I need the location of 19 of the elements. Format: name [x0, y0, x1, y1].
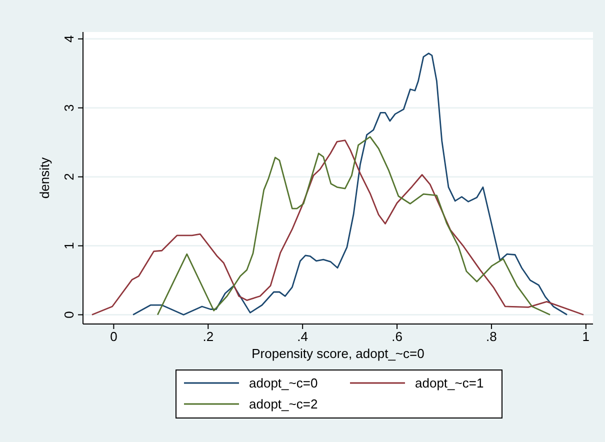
x-tick-label: .8: [486, 329, 497, 344]
x-tick-label: 1: [582, 329, 590, 344]
y-tick-label: 1: [62, 242, 77, 250]
legend-label: adopt_~c=0: [249, 376, 318, 390]
y-tick-label: 3: [62, 104, 77, 112]
legend-label: adopt_~c=2: [249, 396, 318, 412]
legend-label: adopt_~c=1: [415, 376, 484, 390]
y-tick-label: 4: [62, 35, 77, 43]
y-tick-label: 0: [62, 311, 77, 318]
line-series: [132, 52, 568, 316]
y-axis-title: density: [37, 156, 52, 199]
line-series: [156, 136, 551, 316]
x-axis-title: Propensity score, adopt_~c=0: [252, 346, 424, 361]
line-series: [91, 140, 584, 316]
x-tick-label: .2: [202, 329, 214, 344]
x-tick-label: .6: [392, 329, 402, 344]
x-tick-label: 0: [110, 329, 118, 344]
y-tick-label: 2: [62, 173, 77, 180]
x-tick-label: .4: [297, 329, 308, 344]
